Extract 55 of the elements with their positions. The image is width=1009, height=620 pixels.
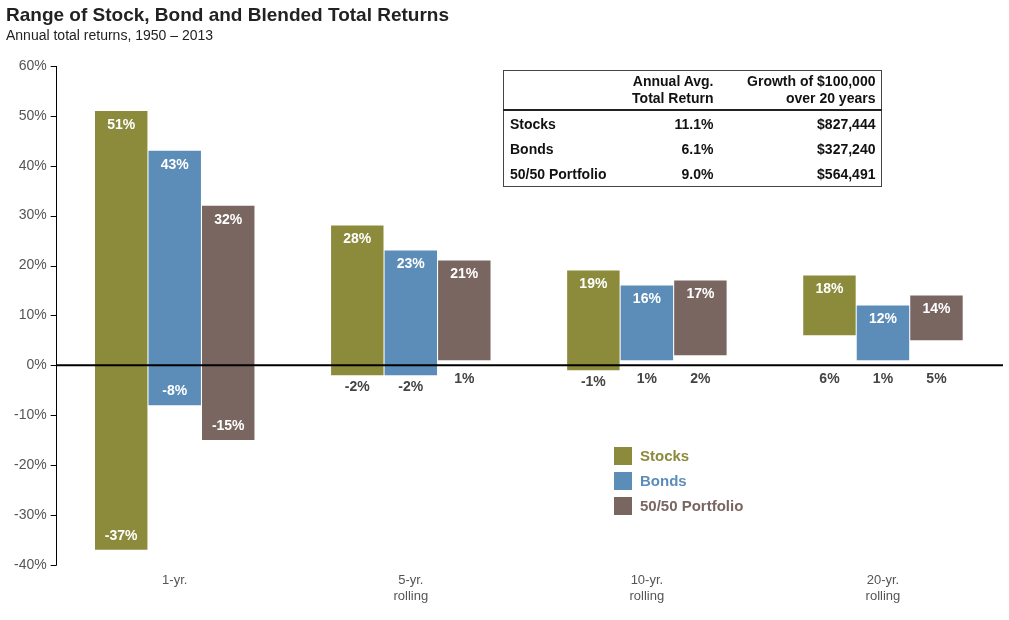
annotation: 51% <box>107 115 136 132</box>
annotation: 11.1% <box>673 114 715 134</box>
annotation: 18% <box>815 280 845 297</box>
annotation: $564,491 <box>816 164 877 184</box>
x-tick-label: 5-yr. rolling <box>393 572 429 603</box>
annotation: 14% <box>922 300 952 317</box>
y-tick-label: -20% <box>14 455 47 472</box>
legend-label: Bonds <box>640 472 687 489</box>
annotation: 1% <box>636 370 658 387</box>
annotation: $827,444 <box>816 114 877 134</box>
annotation: 16% <box>632 290 662 307</box>
legend-label: Stocks <box>640 447 690 464</box>
legend-label: 50/50 Portfolio <box>640 497 744 514</box>
y-tick-label: 40% <box>18 156 47 173</box>
annotation: 50/50 Portfolio <box>509 164 608 184</box>
annotation: 6% <box>819 370 841 387</box>
annotation: 1% <box>454 370 475 387</box>
chart-title: Range of Stock, Bond and Blended Total Returns <box>6 4 450 26</box>
annotation: -37% <box>104 526 139 543</box>
y-tick-label: -30% <box>14 505 47 522</box>
annotation: 32% <box>214 210 243 227</box>
annotation: 17% <box>686 285 715 302</box>
annotation: 23% <box>396 255 426 272</box>
annotation: 43% <box>160 155 190 172</box>
y-tick-label: 60% <box>18 56 47 73</box>
annotation: 2% <box>690 370 712 387</box>
annotation: -15% <box>211 416 246 433</box>
y-tick-label: 0% <box>26 356 47 373</box>
y-tick-label: -10% <box>14 406 47 423</box>
annotation: -2% <box>398 378 424 395</box>
annotation: 19% <box>579 275 608 292</box>
annotation: 12% <box>868 310 898 327</box>
y-tick-label: 50% <box>18 106 47 123</box>
annotation: 21% <box>450 265 479 282</box>
x-tick-label: 1-yr. <box>162 572 188 588</box>
annotation: Stocks <box>509 114 557 134</box>
chart-subtitle: Annual total returns, 1950 – 2013 <box>6 27 214 43</box>
y-tick-label: 10% <box>18 306 47 323</box>
annotation: -2% <box>344 378 371 395</box>
x-tick-label: 10-yr. rolling <box>629 572 665 603</box>
x-tick-label: 20-yr. rolling <box>865 572 901 603</box>
annotation: 1% <box>872 370 894 387</box>
annotation: 28% <box>343 230 372 247</box>
annotation: 5% <box>926 370 948 387</box>
annotation: Bonds <box>509 139 555 159</box>
y-tick-label: 20% <box>18 256 47 273</box>
annotation: 9.0% <box>680 164 715 184</box>
annotation: -1% <box>580 373 607 390</box>
annotation: 6.1% <box>680 139 715 159</box>
y-tick-label: -40% <box>14 555 47 572</box>
annotation: -8% <box>162 382 188 399</box>
y-tick-label: 30% <box>18 206 47 223</box>
annotation: Growth of $100,000 over 20 years <box>719 70 882 110</box>
annotation: Annual Avg. Total Return <box>612 70 720 110</box>
annotation: $327,240 <box>816 139 877 159</box>
